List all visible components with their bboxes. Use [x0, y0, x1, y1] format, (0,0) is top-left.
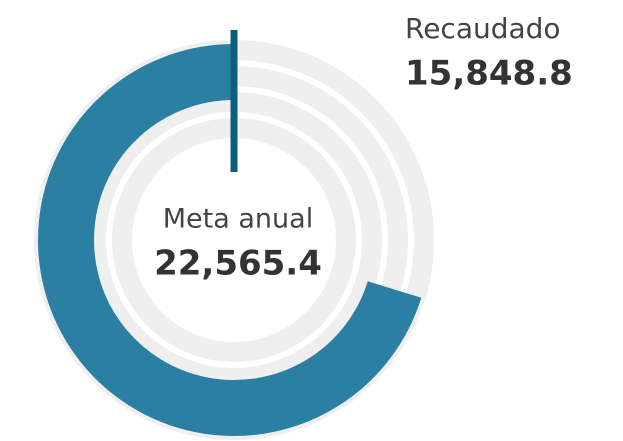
- series-value: 15,848.8: [405, 54, 573, 94]
- progress-arc: [38, 44, 422, 436]
- series-name: Recaudado: [405, 12, 561, 45]
- center-disc: [134, 140, 334, 340]
- target-value: 22,565.4: [154, 244, 322, 284]
- target-name: Meta anual: [163, 204, 313, 235]
